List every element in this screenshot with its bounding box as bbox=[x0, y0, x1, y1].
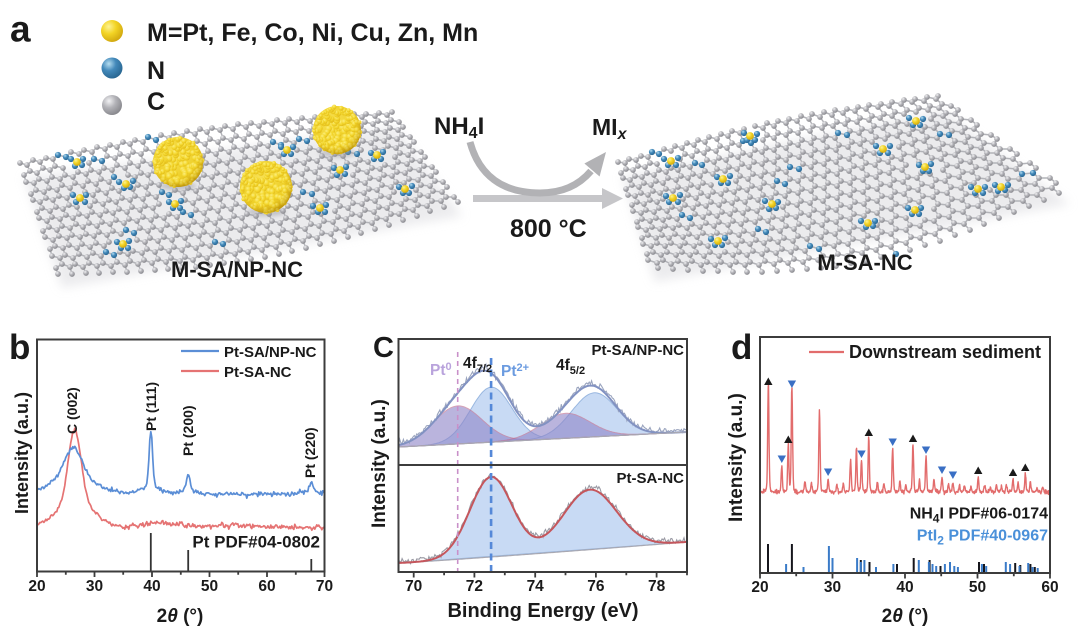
svg-text:4f5/2: 4f5/2 bbox=[556, 357, 585, 377]
svg-text:a: a bbox=[10, 9, 31, 50]
svg-text:Intensity (a.u.): Intensity (a.u.) bbox=[726, 393, 747, 522]
svg-text:20: 20 bbox=[28, 578, 45, 595]
svg-text:70: 70 bbox=[316, 578, 333, 595]
svg-text:M-SA-NC: M-SA-NC bbox=[817, 250, 912, 275]
svg-text:50: 50 bbox=[201, 578, 218, 595]
svg-text:2θ (°): 2θ (°) bbox=[157, 606, 204, 627]
svg-text:Pt-SA/NP-NC: Pt-SA/NP-NC bbox=[592, 342, 685, 359]
svg-text:20: 20 bbox=[751, 579, 768, 596]
svg-text:40: 40 bbox=[143, 578, 160, 595]
svg-text:C: C bbox=[147, 88, 165, 116]
svg-text:MIx: MIx bbox=[592, 114, 628, 143]
svg-text:M-SA/NP-NC: M-SA/NP-NC bbox=[171, 257, 303, 282]
svg-text:Pt (111): Pt (111) bbox=[143, 382, 159, 431]
svg-text:M=Pt, Fe, Co, Ni, Cu, Zn, Mn: M=Pt, Fe, Co, Ni, Cu, Zn, Mn bbox=[147, 19, 478, 47]
svg-text:PtI2 PDF#40-0967: PtI2 PDF#40-0967 bbox=[917, 528, 1048, 548]
svg-text:b: b bbox=[9, 328, 30, 367]
svg-text:NH4I PDF#06-0174: NH4I PDF#06-0174 bbox=[910, 506, 1048, 526]
svg-text:Pt (200): Pt (200) bbox=[180, 405, 196, 456]
svg-text:C: C bbox=[373, 332, 394, 364]
svg-text:Pt2+: Pt2+ bbox=[501, 362, 529, 380]
svg-text:Intensity (a.u.): Intensity (a.u.) bbox=[369, 399, 390, 528]
svg-text:30: 30 bbox=[824, 579, 841, 596]
svg-text:Intensity (a.u.): Intensity (a.u.) bbox=[12, 392, 32, 514]
svg-text:40: 40 bbox=[896, 579, 913, 596]
svg-text:Pt0: Pt0 bbox=[430, 361, 452, 379]
svg-text:Pt-SA-NC: Pt-SA-NC bbox=[224, 364, 292, 381]
svg-text:78: 78 bbox=[648, 578, 666, 595]
svg-text:60: 60 bbox=[258, 578, 275, 595]
svg-text:Binding Energy (eV): Binding Energy (eV) bbox=[447, 600, 638, 622]
svg-text:4f7/2: 4f7/2 bbox=[463, 355, 492, 375]
svg-text:50: 50 bbox=[969, 579, 986, 596]
svg-text:2θ (°): 2θ (°) bbox=[882, 606, 929, 627]
svg-text:60: 60 bbox=[1041, 579, 1058, 596]
svg-text:30: 30 bbox=[86, 578, 103, 595]
svg-text:76: 76 bbox=[587, 578, 605, 595]
svg-text:800 °C: 800 °C bbox=[510, 215, 587, 243]
svg-text:NH4I: NH4I bbox=[434, 113, 484, 142]
svg-text:72: 72 bbox=[466, 578, 483, 595]
svg-text:Pt-SA/NP-NC: Pt-SA/NP-NC bbox=[224, 344, 317, 361]
svg-text:d: d bbox=[731, 328, 752, 367]
svg-text:N: N bbox=[147, 57, 165, 85]
svg-text:70: 70 bbox=[405, 578, 422, 595]
svg-text:74: 74 bbox=[527, 578, 545, 595]
svg-text:Pt-SA-NC: Pt-SA-NC bbox=[617, 470, 685, 487]
svg-text:Downstream sediment: Downstream sediment bbox=[849, 342, 1041, 362]
svg-text:Pt PDF#04-0802: Pt PDF#04-0802 bbox=[192, 533, 320, 552]
svg-text:C (002): C (002) bbox=[64, 387, 80, 434]
svg-text:Pt (220): Pt (220) bbox=[302, 427, 318, 478]
